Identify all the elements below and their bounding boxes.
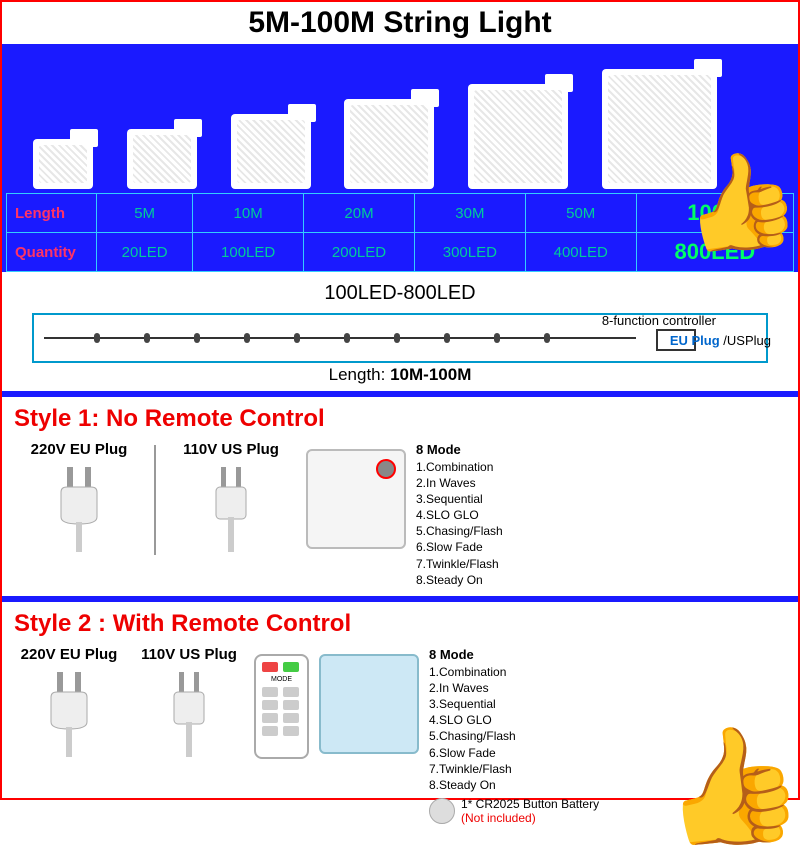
header: 5M-100M String Light: [2, 2, 798, 46]
style2-us-plug: 110V US Plug: [134, 646, 244, 762]
controller-box-icon: [306, 449, 406, 549]
modes-list-2: 8 Mode 1.Combination2.In Waves 3.Sequent…: [429, 646, 599, 793]
quantity-label: Quantity: [7, 233, 97, 272]
product-variants: 👍 Length 5M 10M 20M 30M 50M 100M Quantit…: [2, 46, 798, 272]
eu-plug-icon: [49, 462, 109, 552]
us-plug-icon: [201, 462, 261, 552]
style1-section: Style 1: No Remote Control 220V EU Plug …: [2, 397, 798, 596]
style1-eu-plug: 220V EU Plug: [14, 441, 144, 557]
page-title: 5M-100M String Light: [2, 6, 798, 40]
plug-label: EU Plug /USPlug: [670, 333, 771, 348]
remote-icon: MODE: [254, 654, 309, 759]
bundle-images: 👍: [6, 54, 794, 189]
wiring-diagram: 100LED-800LED 8-function controller EU P…: [2, 272, 798, 391]
style2-eu-plug: 220V EU Plug: [14, 646, 124, 762]
vertical-divider: [154, 445, 156, 555]
bundle-5m: [33, 139, 93, 189]
bundle-20m: [231, 114, 311, 189]
length-label: Length: [7, 194, 97, 233]
style1-us-plug: 110V US Plug: [166, 441, 296, 557]
bundle-10m: [127, 129, 197, 189]
thumbs-up-icon: 👍: [672, 139, 800, 269]
bundle-50m: [468, 84, 568, 189]
battery-info: 1* CR2025 Button Battery(Not included): [429, 797, 599, 825]
style2-section: Style 2 : With Remote Control 220V EU Pl…: [2, 602, 798, 845]
controller-box-blue-icon: [319, 654, 419, 754]
diagram-box: 8-function controller EU Plug /USPlug: [32, 313, 768, 363]
style1-title: Style 1: No Remote Control: [14, 405, 786, 433]
spec-table: Length 5M 10M 20M 30M 50M 100M Quantity …: [6, 193, 794, 272]
diagram-title: 100LED-800LED: [22, 282, 778, 305]
coin-battery-icon: [429, 798, 455, 824]
eu-plug-icon: [39, 667, 99, 757]
controller-label: 8-function controller: [602, 313, 716, 328]
bundle-30m: [344, 99, 434, 189]
us-plug-icon: [159, 667, 219, 757]
modes-list-1: 8 Mode 1.Combination2.In Waves 3.Sequent…: [416, 441, 503, 588]
thumbs-up-icon: 👍: [651, 711, 800, 864]
diagram-length: Length: 10M-100M: [22, 365, 778, 385]
style2-title: Style 2 : With Remote Control: [14, 610, 786, 638]
